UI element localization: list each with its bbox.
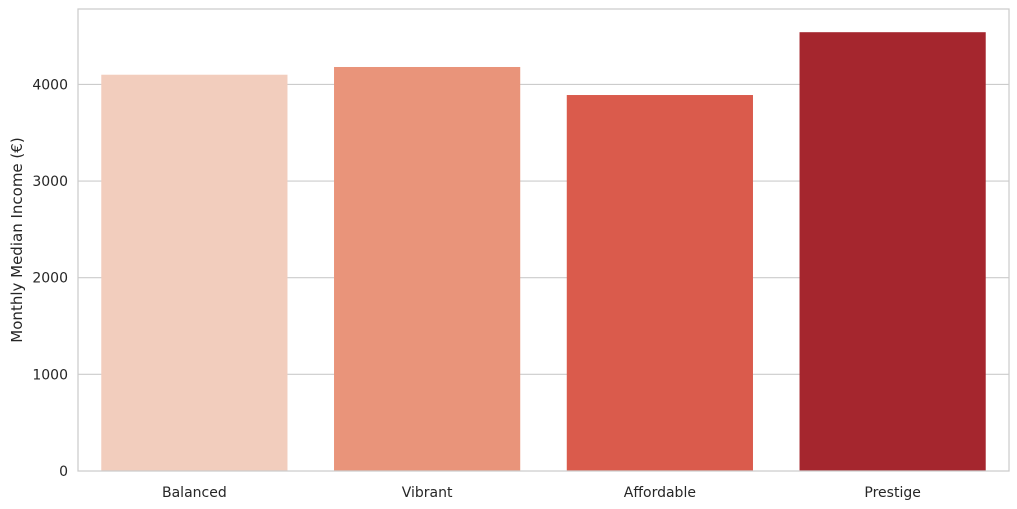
y-tick-label: 1000	[32, 367, 68, 383]
y-tick-label: 0	[59, 464, 68, 480]
y-tick-label: 3000	[32, 174, 68, 190]
y-tick-labels: 0 1000 2000 3000 4000	[32, 77, 68, 480]
x-tick-label: Prestige	[864, 485, 920, 501]
x-tick-label: Balanced	[162, 485, 227, 501]
x-tick-label: Affordable	[624, 485, 696, 501]
y-tick-label: 4000	[32, 77, 68, 93]
bar-prestige	[799, 32, 986, 471]
bar-vibrant	[334, 66, 521, 471]
bars	[101, 32, 986, 471]
bar-balanced	[101, 74, 288, 471]
bar-affordable	[566, 95, 753, 471]
x-tick-label: Vibrant	[402, 485, 453, 501]
y-axis-label: Monthly Median Income (€)	[8, 137, 26, 342]
y-tick-label: 2000	[32, 271, 68, 287]
plot-frame	[77, 8, 1010, 472]
x-tick-labels: Balanced Vibrant Affordable Prestige	[162, 485, 921, 501]
